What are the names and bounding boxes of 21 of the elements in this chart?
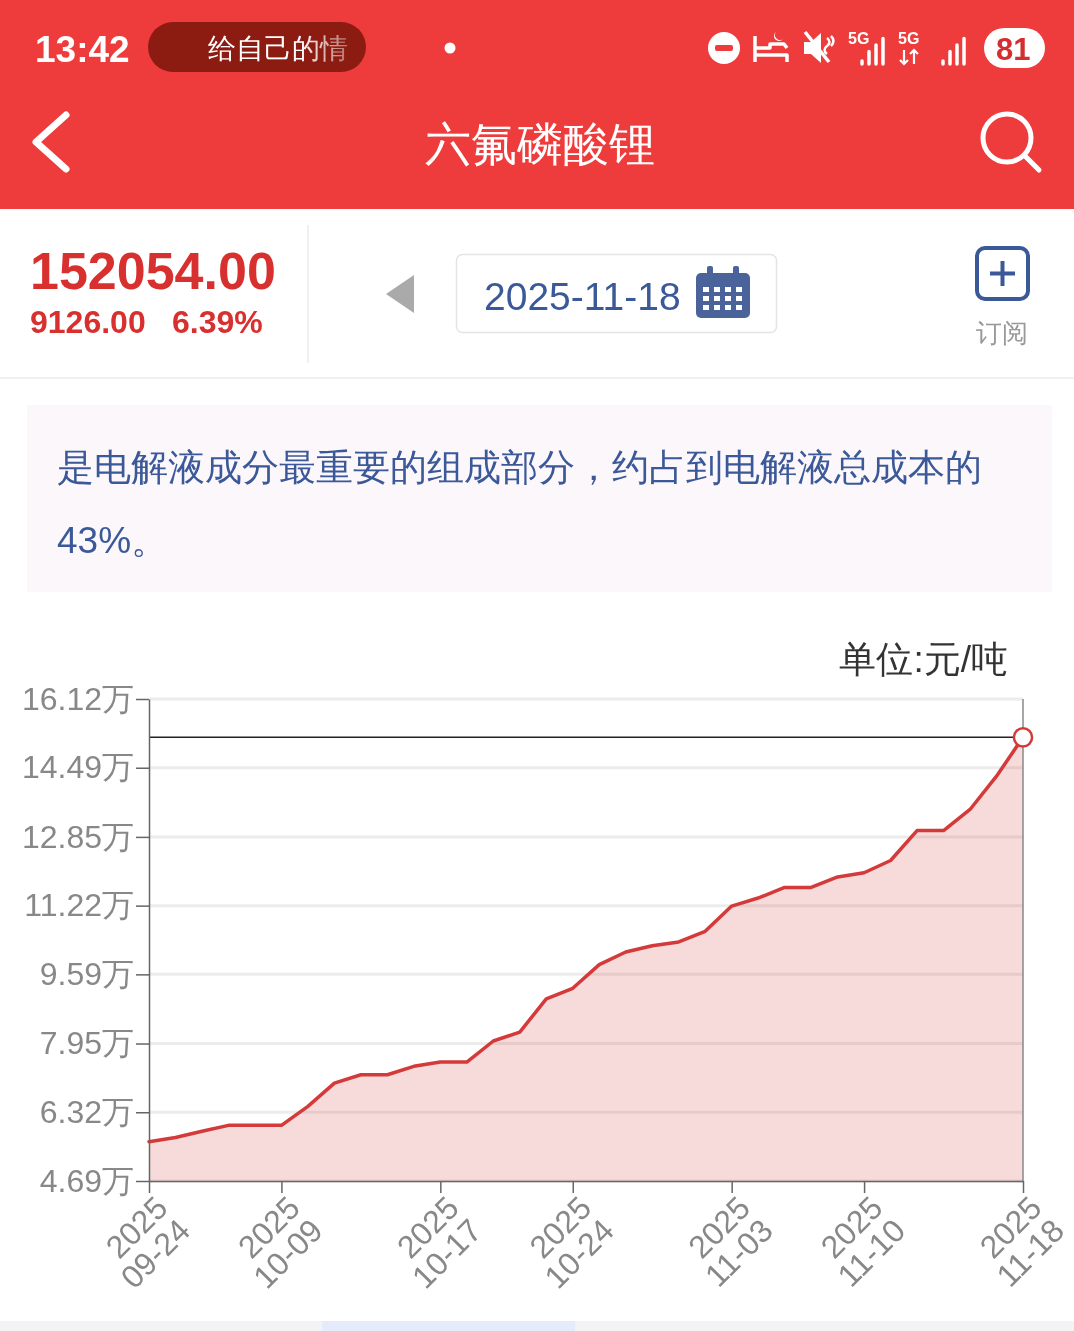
text: 订阅: [976, 318, 1028, 348]
text: 是电解液成分最重要的组成部分，约占到电解液总成本的43%。: [57, 447, 982, 561]
y-tick-label: 4.69万: [39, 1162, 134, 1199]
y-tick-label: 11.22万: [24, 887, 134, 924]
y-tick-label: 12.85万: [21, 818, 134, 855]
y-tick-label: 9.59万: [39, 956, 134, 993]
text: 2025-11-18: [484, 275, 681, 318]
text: 给自己的情: [208, 33, 348, 64]
y-tick-label: 14.49万: [21, 749, 134, 786]
text: 81: [996, 32, 1031, 67]
chart-title: 六氟磷酸锂: [425, 118, 655, 170]
text: 5G: [848, 30, 870, 47]
y-tick-label: 7.95万: [39, 1025, 134, 1062]
y-axis-title: 单位:元/吨: [839, 639, 1008, 680]
y-tick-label: 16.12万: [21, 680, 134, 717]
text: 6.39%: [172, 304, 263, 340]
text: 152054.00: [30, 242, 276, 300]
text: 9126.00: [30, 304, 146, 340]
text: 5G: [898, 30, 920, 47]
text: 13:42: [35, 29, 130, 70]
y-tick-label: 6.32万: [39, 1094, 134, 1130]
